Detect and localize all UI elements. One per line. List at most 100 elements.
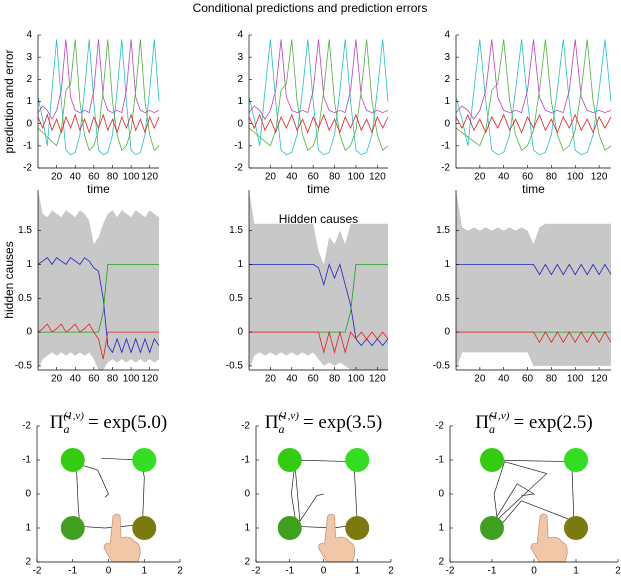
y-tick-label: -0.5	[226, 361, 244, 372]
x-tick-label: 20	[265, 374, 277, 385]
hand-illustration	[318, 513, 356, 563]
y-tick-label: 0	[438, 489, 444, 500]
target-point	[132, 448, 157, 472]
series-line	[249, 330, 389, 354]
target-point	[564, 516, 588, 540]
x-tick-label: 60	[88, 374, 100, 385]
y-tick-label: -1	[435, 455, 444, 466]
y-tick-label: 1	[237, 259, 243, 270]
y-tick-label: -1	[241, 455, 250, 466]
target-point	[345, 516, 370, 540]
series-line	[455, 113, 612, 134]
y-tick-label: 0	[26, 118, 32, 129]
y-tick-label: 2	[26, 74, 32, 85]
x-tick-label: 40	[70, 172, 82, 183]
panel: 20 40 60 80 100 120 -2 -1 0 1 2 3 4 time prediction an…	[2, 30, 160, 196]
y-tick-label: 1	[26, 96, 32, 107]
y-tick-label: 1.5	[436, 225, 450, 236]
x-tick-label: 60	[522, 172, 534, 183]
y-tick-label: 2	[244, 557, 250, 568]
x-tick-label: 100	[348, 374, 365, 385]
y-tick-label: 2	[237, 74, 243, 85]
x-tick-label: 100	[567, 374, 584, 385]
x-tick-label: 120	[141, 172, 158, 183]
x-tick-label: 120	[591, 172, 608, 183]
series-line	[456, 331, 612, 344]
series-line	[37, 113, 160, 134]
x-tick-label: 120	[369, 374, 386, 385]
hand-illustration	[103, 513, 141, 563]
x-tick-label: 120	[591, 374, 608, 385]
y-tick-label: 0	[444, 327, 450, 338]
x-tick-label: 20	[51, 172, 63, 183]
x-tick-label: 100	[123, 172, 140, 183]
y-tick-label: -2	[441, 163, 450, 174]
y-tick-label: 4	[26, 30, 32, 41]
figure-title: Conditional predictions and prediction e…	[193, 1, 428, 15]
y-tick-label: 2	[25, 557, 31, 568]
x-tick-label: -1	[68, 566, 77, 576]
series-line	[37, 39, 160, 121]
x-tick-label: 40	[498, 374, 510, 385]
panel: 20 40 60 80 100 120 -0.5 0 0.5 1 1.5	[433, 190, 612, 385]
y-tick-label: 1	[444, 259, 450, 270]
target-point	[480, 516, 504, 540]
target-point	[564, 448, 588, 472]
y-tick-label: -2	[241, 421, 250, 432]
y-tick-label: -2	[22, 421, 31, 432]
y-tick-label: 3	[444, 52, 450, 63]
x-axis-label: time	[522, 182, 545, 196]
y-tick-label: 2	[444, 74, 450, 85]
series-line	[248, 39, 389, 156]
series-line	[37, 39, 160, 156]
y-tick-label: 4	[444, 30, 450, 41]
series-line	[37, 257, 160, 354]
title-subscript: a	[489, 422, 495, 436]
y-tick-label: 0.5	[436, 293, 450, 304]
y-tick-label: 1	[25, 523, 31, 534]
y-tick-label: -2	[234, 163, 243, 174]
x-tick-label: 20	[51, 374, 63, 385]
x-axis-label: time	[87, 182, 110, 196]
y-tick-label: 3	[237, 52, 243, 63]
x-tick-label: 100	[123, 374, 140, 385]
panel-title: Hidden causes	[279, 212, 358, 226]
x-tick-label: 40	[286, 374, 298, 385]
series-line	[248, 39, 389, 120]
band-upper	[456, 190, 611, 370]
series-line	[456, 263, 612, 276]
y-tick-label: -2	[23, 163, 32, 174]
series-line	[38, 264, 159, 333]
x-tick-label: 60	[522, 374, 534, 385]
y-tick-label: 0	[25, 489, 31, 500]
title-superscript: (1,v)	[278, 410, 299, 422]
y-tick-label: 4	[237, 30, 243, 41]
x-tick-label: 20	[474, 172, 486, 183]
title-text: = exp(5.0)	[88, 412, 167, 433]
title-text: = exp(2.5)	[513, 412, 592, 433]
x-tick-label: 40	[70, 374, 82, 385]
title-superscript: (1,v)	[489, 410, 510, 422]
series-line	[455, 39, 612, 151]
target-point	[480, 448, 504, 472]
title-subscript: a	[278, 422, 284, 436]
y-tick-label: 0.5	[18, 293, 32, 304]
x-tick-label: 2	[388, 566, 394, 576]
y-tick-label: -0.5	[433, 361, 451, 372]
y-tick-label: -1	[23, 140, 32, 151]
y-tick-label: -0.5	[15, 361, 33, 372]
x-tick-label: -2	[252, 566, 261, 576]
x-tick-label: 60	[308, 172, 320, 183]
x-tick-label: 1	[141, 566, 147, 576]
title-text: = exp(3.5)	[303, 412, 382, 433]
y-tick-label: 1	[26, 259, 32, 270]
y-tick-label: 1	[438, 523, 444, 534]
y-tick-label: 1.5	[229, 225, 243, 236]
y-axis-label: prediction and error	[2, 49, 16, 153]
target-point	[132, 516, 157, 540]
x-tick-label: 100	[348, 172, 365, 183]
y-tick-label: -1	[441, 140, 450, 151]
